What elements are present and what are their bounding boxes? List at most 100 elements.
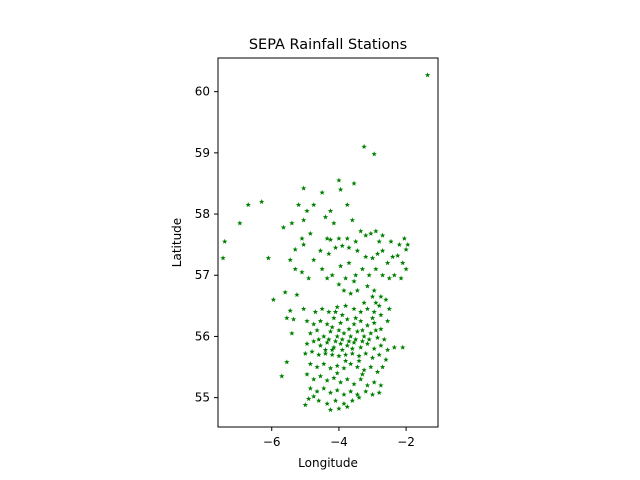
station-point bbox=[324, 339, 330, 345]
station-point bbox=[311, 376, 317, 382]
station-point bbox=[324, 235, 330, 241]
station-point bbox=[356, 358, 362, 364]
station-point bbox=[363, 254, 369, 260]
station-point bbox=[351, 381, 357, 387]
station-point bbox=[317, 318, 324, 324]
station-point bbox=[353, 238, 359, 244]
x-tick-label: −4 bbox=[330, 435, 348, 449]
station-point bbox=[317, 342, 324, 348]
station-point bbox=[299, 235, 305, 241]
station-point bbox=[321, 333, 327, 339]
station-point bbox=[379, 247, 386, 254]
station-point bbox=[341, 330, 347, 336]
station-point bbox=[358, 309, 364, 315]
station-point bbox=[329, 324, 335, 330]
station-point bbox=[321, 361, 327, 367]
station-point bbox=[279, 373, 285, 379]
station-point bbox=[304, 340, 310, 347]
station-point bbox=[369, 391, 376, 397]
station-point bbox=[388, 238, 394, 244]
station-point bbox=[337, 186, 344, 192]
station-point bbox=[348, 333, 354, 339]
station-point bbox=[220, 255, 226, 261]
station-point bbox=[359, 327, 366, 333]
station-point bbox=[361, 333, 367, 339]
station-point bbox=[386, 306, 392, 312]
station-point bbox=[344, 404, 350, 410]
station-point bbox=[329, 272, 335, 278]
y-tick-label: 59 bbox=[195, 146, 210, 160]
station-point bbox=[344, 202, 350, 208]
station-point bbox=[374, 334, 381, 340]
station-point bbox=[237, 220, 243, 226]
station-point bbox=[332, 244, 339, 250]
station-point bbox=[351, 339, 357, 345]
station-point bbox=[356, 394, 362, 400]
station-point bbox=[311, 321, 317, 327]
station-point bbox=[270, 296, 277, 302]
station-point bbox=[339, 312, 345, 318]
station-point bbox=[398, 275, 404, 281]
station-point bbox=[346, 244, 352, 250]
station-point bbox=[354, 391, 361, 397]
station-point bbox=[366, 336, 372, 342]
station-point bbox=[378, 312, 384, 318]
station-point bbox=[327, 328, 334, 334]
station-point bbox=[351, 306, 357, 312]
station-point bbox=[331, 220, 337, 226]
station-point bbox=[337, 340, 344, 347]
station-point bbox=[309, 348, 315, 354]
station-point bbox=[373, 228, 379, 234]
station-point bbox=[349, 217, 356, 223]
station-point bbox=[331, 344, 337, 350]
station-point bbox=[366, 272, 372, 278]
station-point bbox=[334, 304, 340, 310]
station-point bbox=[354, 287, 361, 293]
station-point bbox=[259, 199, 265, 205]
station-point bbox=[294, 292, 300, 298]
station-point bbox=[311, 202, 317, 208]
station-point bbox=[339, 336, 345, 342]
x-tick-label: −2 bbox=[397, 435, 415, 449]
y-tick-label: 58 bbox=[195, 207, 210, 221]
station-point bbox=[334, 370, 340, 376]
station-point bbox=[364, 283, 371, 289]
station-point bbox=[376, 389, 382, 395]
station-point bbox=[284, 315, 290, 321]
station-point bbox=[396, 241, 403, 247]
station-point bbox=[344, 376, 350, 382]
station-point bbox=[332, 397, 339, 403]
station-point bbox=[391, 344, 397, 350]
data-points bbox=[220, 72, 431, 413]
station-point bbox=[334, 363, 340, 369]
station-point bbox=[353, 315, 359, 321]
station-point bbox=[334, 387, 340, 393]
station-point bbox=[322, 350, 329, 356]
station-point bbox=[358, 376, 364, 382]
station-point bbox=[342, 303, 349, 309]
station-point bbox=[374, 251, 381, 257]
station-point bbox=[327, 407, 334, 413]
station-point bbox=[339, 347, 345, 353]
station-point bbox=[306, 275, 312, 281]
station-point bbox=[336, 177, 342, 183]
station-point bbox=[358, 228, 364, 234]
station-point bbox=[289, 330, 295, 336]
station-point bbox=[311, 257, 317, 263]
station-point bbox=[307, 361, 314, 367]
station-point bbox=[346, 326, 352, 332]
station-point bbox=[391, 272, 397, 278]
station-point bbox=[287, 257, 293, 263]
station-point bbox=[353, 272, 359, 278]
station-point bbox=[304, 208, 310, 214]
station-point bbox=[379, 232, 386, 238]
station-point bbox=[290, 316, 297, 322]
station-point bbox=[300, 306, 307, 312]
station-point bbox=[336, 405, 342, 411]
station-point bbox=[307, 385, 314, 391]
station-point bbox=[326, 251, 332, 257]
station-point bbox=[373, 299, 379, 306]
station-point bbox=[364, 306, 371, 312]
station-point bbox=[311, 393, 317, 399]
station-point bbox=[389, 254, 396, 260]
